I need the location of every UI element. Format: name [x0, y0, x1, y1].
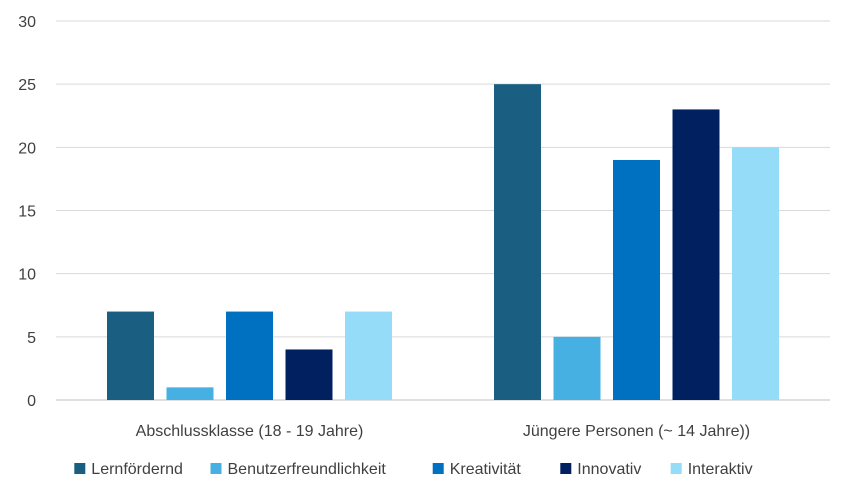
legend-swatch — [560, 463, 572, 474]
legend-label: Benutzerfreundlichkeit — [228, 461, 387, 478]
bar-lernfördernd — [494, 84, 541, 401]
y-tick-label: 15 — [18, 204, 36, 221]
y-axis: 0 5 10 15 20 25 30 — [18, 14, 36, 410]
gridlines — [56, 20, 830, 401]
legend-swatch — [670, 463, 682, 474]
x-category-label: Abschlussklasse (18 - 19 Jahre) — [136, 423, 364, 440]
legend-label: Lernfördernd — [91, 461, 183, 478]
legend-item: Innovativ — [560, 461, 641, 478]
bar-lernfördernd — [107, 311, 154, 400]
bar-benutzerfreundlichkeit — [553, 336, 601, 400]
y-tick-label: 10 — [18, 267, 36, 284]
bar-innovativ — [285, 349, 333, 400]
bar-innovativ — [672, 109, 720, 400]
legend-label: Interaktiv — [688, 461, 753, 478]
legend-item: Lernfördernd — [74, 461, 183, 478]
bar-kreativität — [226, 311, 273, 400]
legend-swatch — [74, 463, 86, 474]
bar-interaktiv — [345, 311, 392, 400]
legend: Lernfördernd Benutzerfreundlichkeit Kreati… — [74, 461, 753, 478]
legend-swatch — [210, 463, 222, 474]
y-tick-label: 0 — [27, 393, 36, 410]
legend-item: Interaktiv — [670, 461, 753, 478]
bars — [107, 84, 779, 401]
legend-item: Benutzerfreundlichkeit — [210, 461, 387, 478]
y-tick-label: 20 — [18, 140, 36, 157]
bar-benutzerfreundlichkeit — [166, 387, 214, 400]
legend-label: Innovativ — [577, 461, 641, 478]
y-tick-label: 5 — [27, 330, 36, 347]
bar-interaktiv — [732, 147, 779, 400]
legend-swatch — [432, 463, 444, 474]
x-axis: Abschlussklasse (18 - 19 Jahre) Jüngere P… — [136, 423, 750, 440]
x-category-label: Jüngere Personen (~ 14 Jahre)) — [523, 423, 750, 440]
legend-label: Kreativität — [450, 461, 522, 478]
legend-item: Kreativität — [432, 461, 522, 478]
bar-kreativität — [613, 159, 660, 400]
y-tick-label: 30 — [18, 14, 36, 31]
y-tick-label: 25 — [18, 77, 36, 94]
